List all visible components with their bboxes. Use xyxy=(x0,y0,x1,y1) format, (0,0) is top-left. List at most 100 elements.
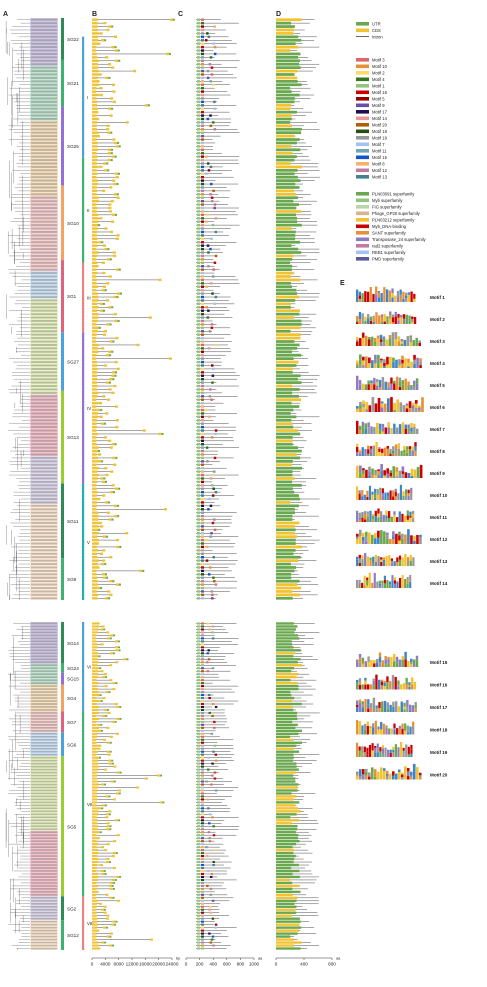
motif-box xyxy=(197,708,200,712)
motif-box xyxy=(197,875,200,878)
motif-box xyxy=(211,702,215,706)
logo-letter xyxy=(398,559,402,564)
cds-block xyxy=(92,634,97,637)
motif-box xyxy=(209,165,213,169)
logo-letter xyxy=(361,555,364,559)
motif-box xyxy=(197,521,200,525)
motif-box xyxy=(201,501,204,504)
domain-box xyxy=(276,834,299,837)
logo-letter xyxy=(405,446,409,450)
logo-letter xyxy=(401,516,404,522)
cds-block xyxy=(107,131,111,134)
motif-box xyxy=(201,566,204,569)
motif-box xyxy=(205,661,209,664)
cds-block xyxy=(92,816,97,819)
logo-letter xyxy=(412,340,416,346)
motif-box xyxy=(197,182,200,186)
logo-letter xyxy=(381,377,385,390)
motif-box xyxy=(197,83,200,86)
logo-letter xyxy=(370,380,373,384)
utr-block xyxy=(114,46,117,49)
logo-letter xyxy=(410,664,413,667)
cds-block xyxy=(92,762,98,765)
logo-letter xyxy=(361,562,364,566)
logo-letter xyxy=(387,382,390,388)
cds-block xyxy=(97,723,101,726)
cds-block xyxy=(92,443,97,446)
logo-letter xyxy=(405,744,408,757)
panel-label-a: A xyxy=(3,11,8,18)
logo-letter xyxy=(371,582,374,588)
logo-letter xyxy=(378,583,381,587)
logo-letter xyxy=(379,516,383,520)
cds-block xyxy=(92,473,99,477)
motif-box xyxy=(213,720,216,723)
motif-box xyxy=(201,685,204,688)
logo-letter xyxy=(364,771,368,776)
logo-letter xyxy=(361,383,365,390)
motif-box xyxy=(206,117,210,121)
logo-letter xyxy=(367,445,370,450)
domain-box xyxy=(276,872,293,876)
domain-box xyxy=(276,693,292,697)
motif-box xyxy=(197,699,200,703)
motif-box xyxy=(197,165,200,169)
utr-block xyxy=(98,450,101,453)
logo-letter xyxy=(412,731,415,735)
cds-block xyxy=(106,914,110,917)
legend-label: Motif 11 xyxy=(372,148,387,153)
utr-block xyxy=(99,694,102,696)
cds-block xyxy=(116,717,120,720)
cds-block xyxy=(92,268,97,271)
cds-block xyxy=(92,384,98,388)
cds-block xyxy=(92,169,97,172)
domain-box xyxy=(276,729,302,733)
logo-letter xyxy=(415,378,419,384)
logo-letter xyxy=(379,767,383,774)
logo-letter xyxy=(362,474,365,478)
logo-letter xyxy=(376,748,379,753)
motif-box xyxy=(211,774,214,777)
logo-letter xyxy=(390,397,393,412)
motif-box xyxy=(197,798,200,801)
cds-block xyxy=(92,32,99,35)
logo-letter xyxy=(382,562,386,566)
cds-block xyxy=(92,590,97,593)
logo-letter xyxy=(394,449,398,452)
utr-block xyxy=(118,649,121,652)
legend-label: Phage_GP20 superfamily xyxy=(372,211,421,216)
logo-letter xyxy=(409,726,412,735)
motif-box xyxy=(201,628,204,631)
domain-box xyxy=(276,511,295,515)
motif-logo-label: Motif 18 xyxy=(430,728,448,733)
cds-block xyxy=(92,759,98,762)
cds-block xyxy=(92,691,99,694)
domain-box xyxy=(276,705,293,709)
logo-letter xyxy=(397,320,400,324)
logo-letter xyxy=(380,557,383,560)
logo-letter xyxy=(367,314,370,319)
motif-box xyxy=(201,525,204,528)
motif-logo-label: Motif 3 xyxy=(430,339,445,344)
motif-box xyxy=(197,576,200,579)
cds-block xyxy=(92,717,99,720)
logo-letter xyxy=(397,317,400,321)
legend-label: PMD superfamily xyxy=(372,256,405,261)
utr-block xyxy=(98,326,101,329)
motif-box xyxy=(197,816,200,819)
motif-box xyxy=(206,76,210,80)
motif-box xyxy=(213,107,217,110)
cds-block xyxy=(92,196,99,199)
logo-letter xyxy=(365,402,369,407)
logo-letter xyxy=(356,662,359,667)
logo-letter xyxy=(374,474,377,478)
motif-box xyxy=(201,227,204,230)
logo-letter xyxy=(410,385,413,390)
cds-block xyxy=(92,39,99,42)
logo-letter xyxy=(394,295,397,302)
cds-block xyxy=(109,579,113,583)
logo-letter xyxy=(410,749,413,754)
cds-block xyxy=(114,504,118,508)
